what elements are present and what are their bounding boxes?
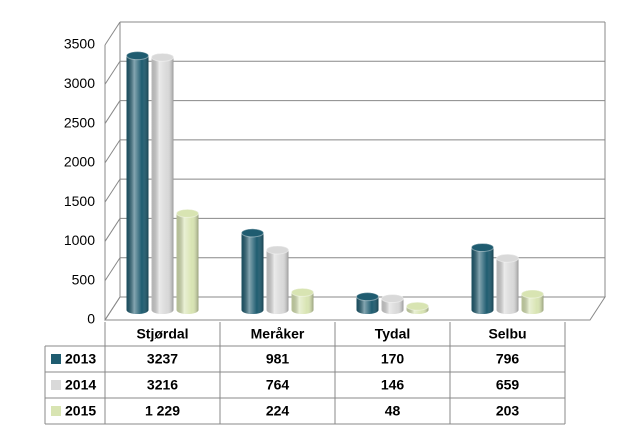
table-header: Tydal [375,326,411,342]
bar-top [291,287,314,297]
legend-swatch [51,354,61,364]
grid-line [104,139,121,164]
y-tick-label: 3000 [64,75,95,91]
y-tick-label: 500 [72,271,96,287]
bar-top [356,292,379,302]
table-value: 3237 [147,351,178,367]
y-tick-label: 2000 [64,154,95,170]
grid-line [104,21,121,46]
bar-shine [151,53,174,315]
bar-shine [471,243,494,314]
table-value: 1 229 [145,403,180,419]
grid-line [104,257,121,281]
bar-top [176,208,199,218]
table-header: Selbu [488,326,526,342]
table-value: 764 [266,377,290,393]
y-tick-label: 1000 [64,232,95,248]
legend-swatch [51,406,61,416]
grid-line [104,218,121,242]
table-value: 659 [496,377,520,393]
grid-line [104,178,121,203]
legend-label: 2015 [65,403,96,419]
y-tick-label: 3500 [64,36,95,52]
bar-top [241,228,264,238]
table-value: 146 [381,377,405,393]
y-tick-label: 0 [87,311,95,327]
grid-line [104,296,121,321]
y-tick-label: 1500 [64,193,95,209]
table-value: 224 [266,403,290,419]
table-value: 981 [266,351,290,367]
grid-line [104,61,121,85]
bar-shine [176,209,199,314]
table-header: Meråker [251,326,305,342]
bar-top [471,242,494,252]
grid-line [104,100,121,124]
bar-top [151,52,174,62]
legend-label: 2013 [65,351,96,367]
bar-top [266,245,289,255]
table-value: 796 [496,351,520,367]
bar-top [126,51,149,61]
bar-top [381,294,404,304]
table-value: 3216 [147,377,178,393]
table-value: 203 [496,403,520,419]
bar-shine [266,245,289,314]
bar-shine [496,254,519,314]
bar-top [406,301,429,311]
bar-top [496,253,519,263]
table-value: 48 [385,403,401,419]
table-value: 170 [381,351,405,367]
bar-top [521,289,544,299]
legend-swatch [51,380,61,390]
legend-label: 2014 [65,377,96,393]
y-tick-label: 2500 [64,114,95,130]
table-header: Stjørdal [136,326,188,342]
bar-shine [126,51,149,315]
bar-shine [241,228,264,314]
